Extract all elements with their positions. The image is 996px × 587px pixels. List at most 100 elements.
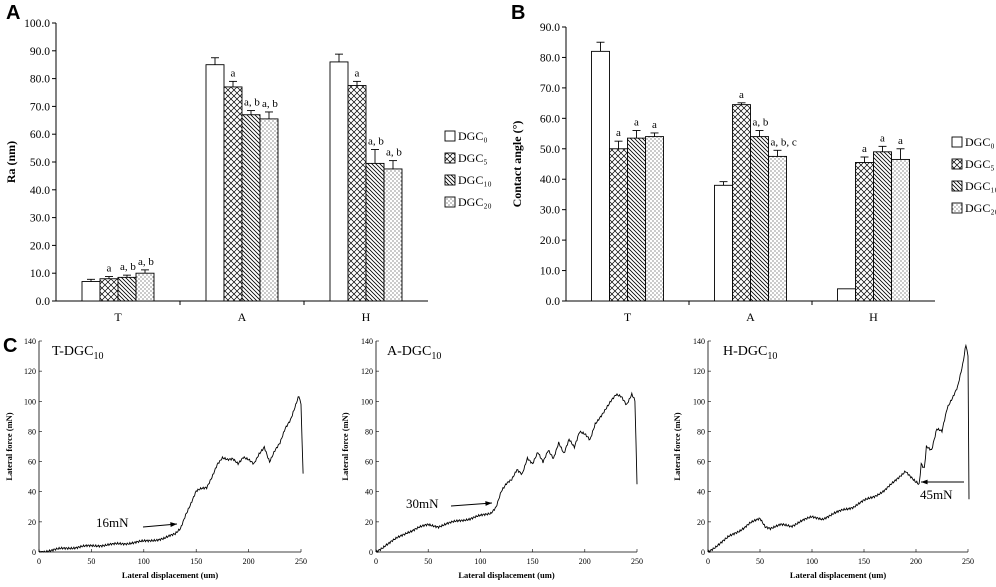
x-tick-label: 50 bbox=[756, 557, 764, 566]
y-tick-label: 140 bbox=[361, 337, 373, 346]
legend-swatch bbox=[951, 202, 963, 214]
y-tick-label: 80 bbox=[28, 427, 36, 436]
significance-label: a bbox=[634, 117, 639, 129]
legend-swatch bbox=[951, 136, 963, 148]
bar bbox=[873, 151, 892, 302]
plot-title: H-DGC10 bbox=[723, 344, 777, 362]
y-tick-label: 90.0 bbox=[540, 22, 560, 34]
legend-swatch bbox=[444, 196, 456, 208]
significance-label: a, b bbox=[262, 98, 278, 110]
y-tick-label: 0.0 bbox=[546, 296, 561, 308]
y-tick-label: 50.0 bbox=[30, 157, 50, 169]
bar bbox=[117, 276, 137, 302]
x-tick-label: 0 bbox=[706, 557, 710, 566]
legend-label: DGC₁₀ bbox=[965, 179, 996, 193]
y-tick-label: 100 bbox=[693, 397, 705, 406]
x-tick-label: 250 bbox=[295, 557, 307, 566]
x-tick-label: 0 bbox=[37, 557, 41, 566]
x-tick-label: 150 bbox=[527, 557, 539, 566]
significance-label: a bbox=[231, 67, 236, 79]
bar bbox=[135, 272, 155, 302]
x-axis-title: Lateral displacement (um) bbox=[122, 570, 218, 580]
x-tick-label: 200 bbox=[243, 557, 255, 566]
force-annotation: 30mN bbox=[406, 496, 439, 511]
bar bbox=[223, 86, 243, 302]
category-label: H bbox=[869, 310, 878, 324]
force-trace bbox=[375, 391, 638, 553]
y-tick-label: 60.0 bbox=[30, 129, 50, 141]
force-trace bbox=[38, 396, 304, 553]
legend-label: DGC₀ bbox=[458, 129, 488, 143]
bar bbox=[891, 158, 910, 302]
y-axis-title: Lateral force (mN) bbox=[4, 412, 14, 480]
bar bbox=[591, 50, 610, 302]
legend-label: DGC₂₀ bbox=[458, 195, 492, 209]
category-label: A bbox=[746, 310, 755, 324]
x-tick-label: 100 bbox=[806, 557, 818, 566]
y-tick-label: 50.0 bbox=[540, 144, 560, 156]
y-tick-label: 40.0 bbox=[30, 185, 50, 197]
category-label: H bbox=[362, 310, 371, 324]
y-tick-label: 10.0 bbox=[30, 268, 50, 280]
annotation-arrowhead bbox=[485, 501, 492, 506]
y-tick-label: 20.0 bbox=[540, 235, 560, 247]
significance-label: a bbox=[898, 135, 903, 147]
y-axis-title: Ra (nm) bbox=[4, 141, 18, 183]
bar bbox=[837, 288, 856, 302]
y-tick-label: 20.0 bbox=[30, 240, 50, 252]
y-tick-label: 0.0 bbox=[36, 296, 51, 308]
y-tick-label: 30.0 bbox=[540, 205, 560, 217]
force-annotation: 45mN bbox=[920, 487, 953, 502]
significance-label: a bbox=[616, 127, 621, 139]
significance-label: a, b bbox=[386, 147, 402, 159]
category-label: T bbox=[624, 310, 632, 324]
plot-title: A-DGC10 bbox=[387, 344, 441, 362]
y-tick-label: 80.0 bbox=[540, 52, 560, 64]
bar bbox=[645, 136, 664, 302]
force-trace bbox=[707, 343, 970, 553]
bar bbox=[714, 184, 733, 302]
bar bbox=[259, 118, 279, 302]
scratch-plot-a-dgc10: 0 20 40 60 80 100 120 140 0 50 100 150 200 250 A-DGC10… bbox=[340, 337, 643, 580]
significance-label: a bbox=[862, 143, 867, 155]
y-axis-title: Contact angle (°) bbox=[510, 121, 524, 208]
y-tick-label: 10.0 bbox=[540, 266, 560, 278]
legend-swatch bbox=[444, 130, 456, 142]
x-tick-label: 50 bbox=[424, 557, 432, 566]
x-tick-label: 150 bbox=[190, 557, 202, 566]
y-tick-label: 90.0 bbox=[30, 46, 50, 58]
panel-letter-a: A bbox=[6, 2, 20, 24]
y-tick-label: 40.0 bbox=[540, 174, 560, 186]
bar bbox=[241, 114, 261, 302]
y-tick-label: 40 bbox=[365, 488, 373, 497]
y-tick-label: 30.0 bbox=[30, 213, 50, 225]
bar bbox=[99, 278, 119, 302]
significance-label: a, b bbox=[753, 117, 769, 129]
bar bbox=[329, 61, 349, 302]
y-tick-label: 120 bbox=[693, 367, 705, 376]
y-tick-label: 70.0 bbox=[540, 83, 560, 95]
y-tick-label: 70.0 bbox=[30, 101, 50, 113]
y-tick-label: 60 bbox=[365, 458, 373, 467]
bar bbox=[365, 162, 385, 302]
significance-label: a, b bbox=[120, 261, 136, 273]
plot-title-subscript: 10 bbox=[431, 351, 441, 362]
bar bbox=[609, 148, 628, 302]
bar bbox=[205, 64, 225, 302]
legend-label: DGC₂₀ bbox=[965, 201, 996, 215]
y-axis-title: Lateral force (mN) bbox=[340, 412, 350, 480]
x-tick-label: 250 bbox=[962, 557, 974, 566]
significance-label: a, b bbox=[138, 256, 154, 268]
y-tick-label: 40 bbox=[697, 488, 705, 497]
plot-title: T-DGC10 bbox=[52, 344, 104, 362]
significance-label: a, b, c bbox=[771, 136, 797, 148]
y-tick-label: 80.0 bbox=[30, 74, 50, 86]
y-tick-label: 60 bbox=[28, 458, 36, 467]
y-tick-label: 20 bbox=[697, 518, 705, 527]
significance-label: a bbox=[880, 132, 885, 144]
bar bbox=[627, 137, 646, 302]
y-tick-label: 140 bbox=[693, 337, 705, 346]
y-tick-label: 60.0 bbox=[540, 113, 560, 125]
y-tick-label: 0 bbox=[701, 548, 705, 557]
